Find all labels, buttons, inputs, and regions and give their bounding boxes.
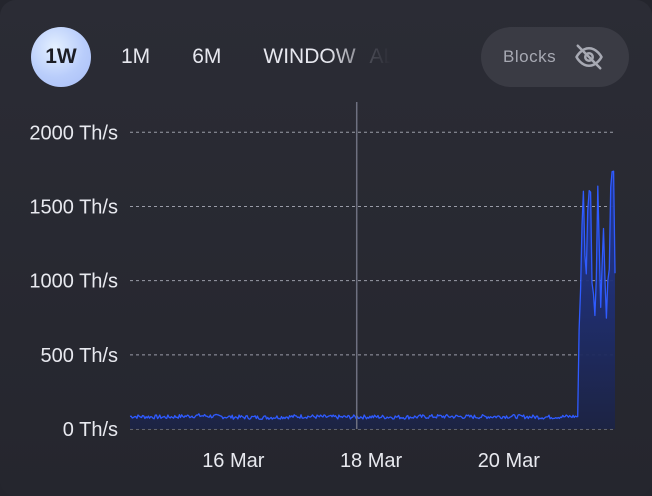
y-tick-label: 1500 Th/s	[29, 196, 118, 218]
tab-1m[interactable]: 1M	[121, 45, 151, 68]
hashrate-line	[129, 170, 616, 421]
x-tick-label: 18 Mar	[340, 450, 403, 472]
blocks-toggle-label: Blocks	[503, 47, 557, 66]
tab-1w[interactable]: 1W	[31, 27, 91, 87]
tab-window[interactable]: WINDOW	[263, 45, 356, 68]
y-tick-label: 1000 Th/s	[29, 271, 118, 293]
x-tick-label: 16 Mar	[202, 450, 265, 472]
range-tabs: 1W 1M 6M WINDOW ALL	[31, 27, 391, 87]
y-tick-label: 0 Th/s	[63, 419, 118, 441]
hashrate-area	[130, 171, 615, 429]
blocks-toggle-button[interactable]: Blocks	[481, 27, 629, 87]
tab-all[interactable]: ALL	[369, 45, 392, 68]
y-tick-label: 500 Th/s	[41, 345, 118, 367]
tab-6m[interactable]: 6M	[192, 45, 222, 68]
y-tick-label: 2000 Th/s	[29, 122, 118, 144]
eye-off-icon	[575, 44, 603, 70]
x-tick-label: 20 Mar	[478, 450, 541, 472]
tab-window-all: WINDOW ALL	[251, 27, 391, 87]
